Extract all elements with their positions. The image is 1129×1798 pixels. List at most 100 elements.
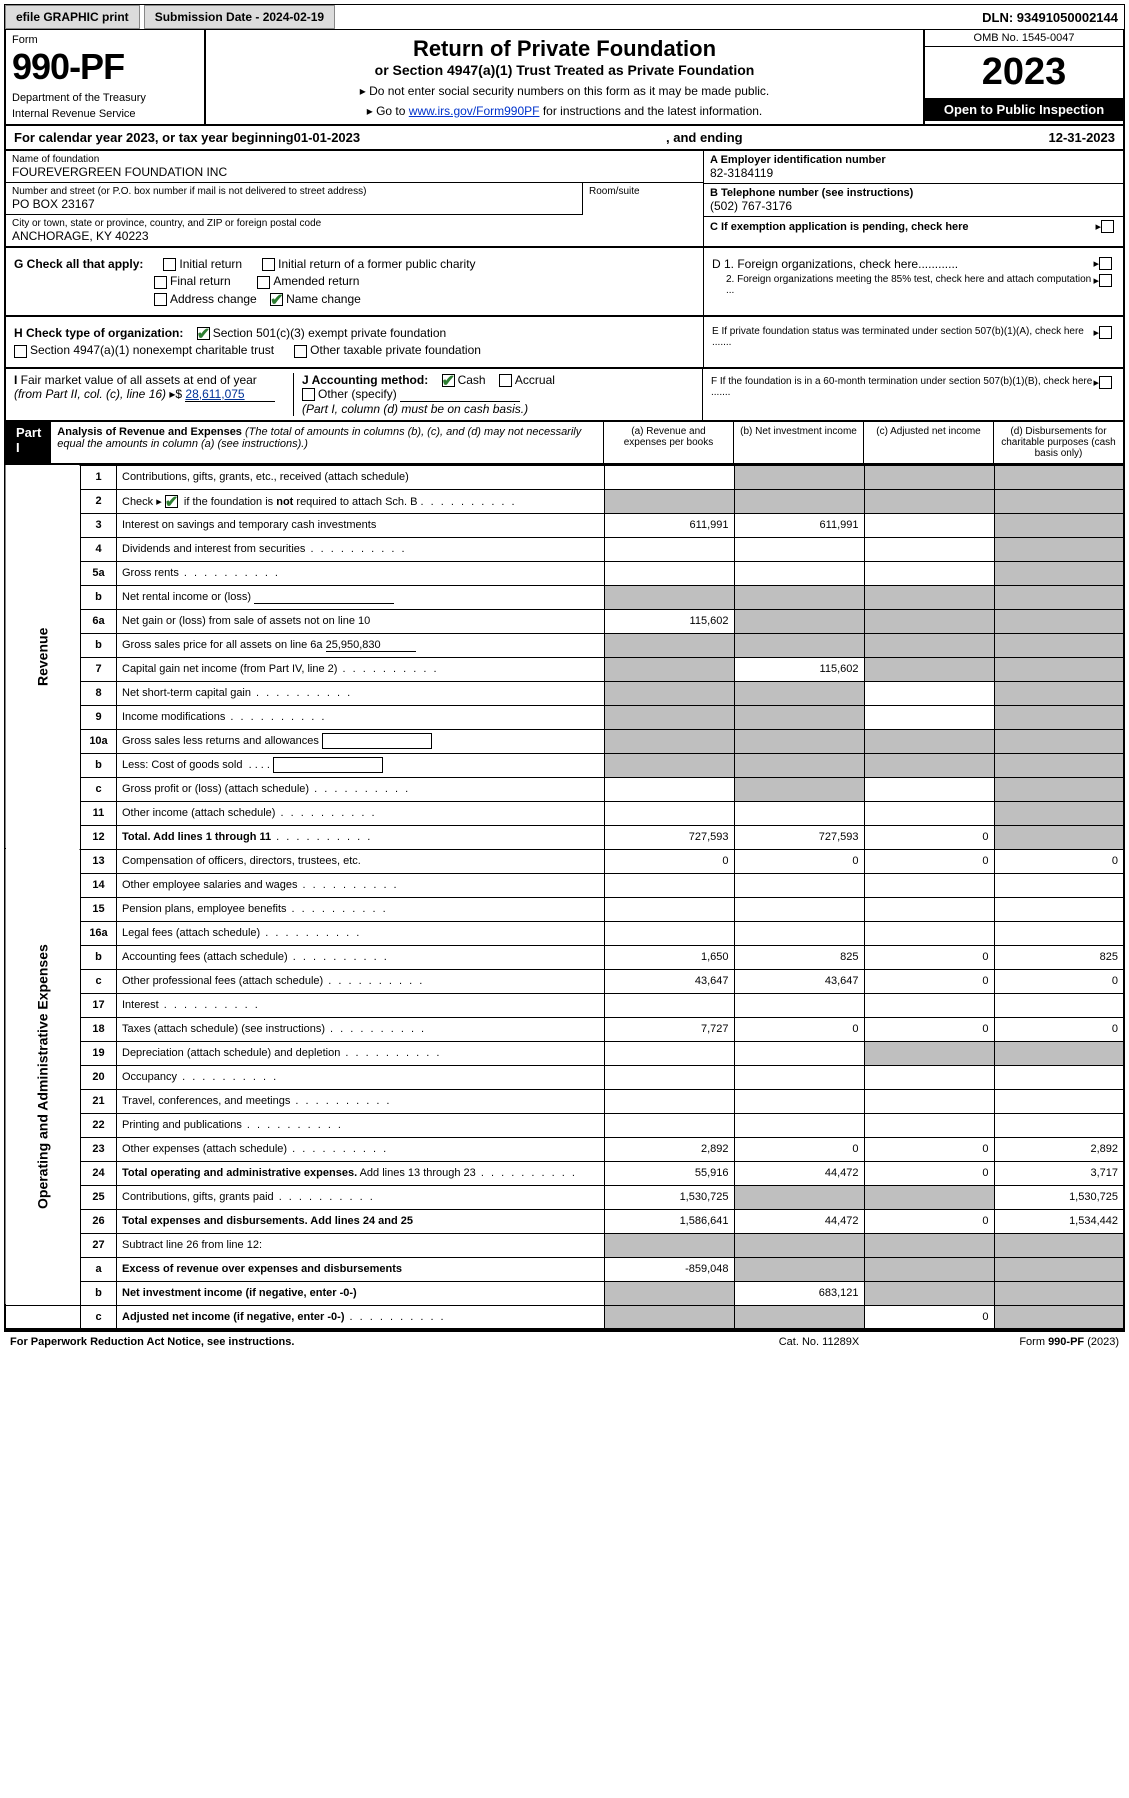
line-24-desc: Total operating and administrative expen… xyxy=(117,1161,605,1185)
form-title: Return of Private Foundation xyxy=(216,36,913,62)
j-accrual-checkbox[interactable] xyxy=(499,374,512,387)
line-13-a: 0 xyxy=(604,849,734,873)
part-1-header-row: Part I Analysis of Revenue and Expenses … xyxy=(4,422,1125,465)
line-5a-desc: Gross rents xyxy=(117,561,605,585)
expenses-side-label: Operating and Administrative Expenses xyxy=(5,849,81,1305)
dept-line2: Internal Revenue Service xyxy=(12,108,198,120)
d1-checkbox[interactable] xyxy=(1099,257,1112,270)
line-7-b: 115,602 xyxy=(734,657,864,681)
efile-print-button[interactable]: efile GRAPHIC print xyxy=(5,5,140,29)
form-subtitle: or Section 4947(a)(1) Trust Treated as P… xyxy=(216,62,913,78)
line-12-c: 0 xyxy=(864,825,994,849)
line-16c-a: 43,647 xyxy=(604,969,734,993)
line-13-b: 0 xyxy=(734,849,864,873)
line-16b-desc: Accounting fees (attach schedule) xyxy=(117,945,605,969)
h-4947-checkbox[interactable] xyxy=(14,345,27,358)
d1-label: D 1. Foreign organizations, check here..… xyxy=(712,257,1093,271)
section-i-j-f: I Fair market value of all assets at end… xyxy=(4,369,1125,422)
part-1-badge: Part I xyxy=(6,422,51,463)
line-18-b: 0 xyxy=(734,1017,864,1041)
dept-line1: Department of the Treasury xyxy=(12,92,198,104)
page-footer: For Paperwork Reduction Act Notice, see … xyxy=(4,1330,1125,1352)
j-note: (Part I, column (d) must be on cash basi… xyxy=(302,402,528,416)
submission-date: Submission Date - 2024-02-19 xyxy=(144,5,335,29)
name-change-label: Name change xyxy=(286,292,361,306)
sch-b-checkbox[interactable] xyxy=(165,495,178,508)
line-12-desc: Total. Add lines 1 through 11 xyxy=(117,825,605,849)
fmv-link[interactable]: 28,611,075 xyxy=(185,387,244,401)
initial-return-checkbox[interactable] xyxy=(163,258,176,271)
d2-checkbox[interactable] xyxy=(1099,274,1112,287)
line-4-desc: Dividends and interest from securities xyxy=(117,537,605,561)
city-label: City or town, state or province, country… xyxy=(12,218,697,229)
cal-label-b: , and ending xyxy=(360,130,1048,145)
line-23-a: 2,892 xyxy=(604,1137,734,1161)
line-6a-a: 115,602 xyxy=(604,609,734,633)
form-header: Form 990-PF Department of the Treasury I… xyxy=(4,30,1125,126)
line-18-desc: Taxes (attach schedule) (see instruction… xyxy=(117,1017,605,1041)
h-501c3-checkbox[interactable] xyxy=(197,327,210,340)
line-16c-b: 43,647 xyxy=(734,969,864,993)
tax-year-end: 12-31-2023 xyxy=(1049,130,1116,145)
line-11-desc: Other income (attach schedule) xyxy=(117,801,605,825)
form-number: 990-PF xyxy=(12,46,198,88)
line-3-a: 611,991 xyxy=(604,513,734,537)
line-27b-b: 683,121 xyxy=(734,1281,864,1305)
j-cash-checkbox[interactable] xyxy=(442,374,455,387)
line-18-a: 7,727 xyxy=(604,1017,734,1041)
address-change-checkbox[interactable] xyxy=(154,293,167,306)
g-label: G Check all that apply: xyxy=(14,257,143,271)
line-23-desc: Other expenses (attach schedule) xyxy=(117,1137,605,1161)
street-val: PO BOX 23167 xyxy=(12,197,576,211)
note-ssn: ▸ Do not enter social security numbers o… xyxy=(216,84,913,98)
phone-label: B Telephone number (see instructions) xyxy=(710,187,1117,199)
calendar-year-row: For calendar year 2023, or tax year begi… xyxy=(4,126,1125,151)
line-14-desc: Other employee salaries and wages xyxy=(117,873,605,897)
address-block: Name of foundation FOUREVERGREEN FOUNDAT… xyxy=(4,151,1125,248)
line-16c-c: 0 xyxy=(864,969,994,993)
exempt-pending-checkbox[interactable] xyxy=(1101,220,1114,233)
line-10b-desc: Less: Cost of goods sold . . . . xyxy=(117,753,605,777)
line-27a-a: -859,048 xyxy=(604,1257,734,1281)
note-goto-pre: ▸ Go to xyxy=(367,104,409,118)
section-h-e: H Check type of organization: Section 50… xyxy=(4,317,1125,369)
line-18-c: 0 xyxy=(864,1017,994,1041)
initial-former-checkbox[interactable] xyxy=(262,258,275,271)
line-3-desc: Interest on savings and temporary cash i… xyxy=(117,513,605,537)
j-other-checkbox[interactable] xyxy=(302,388,315,401)
line-27b-desc: Net investment income (if negative, ente… xyxy=(117,1281,605,1305)
exempt-pending-label: C If exemption application is pending, c… xyxy=(710,221,1095,233)
f-checkbox[interactable] xyxy=(1099,376,1112,389)
top-bar: efile GRAPHIC print Submission Date - 20… xyxy=(4,4,1125,30)
line-24-d: 3,717 xyxy=(994,1161,1124,1185)
initial-return-label: Initial return xyxy=(179,257,242,271)
final-return-label: Final return xyxy=(170,274,231,288)
line-25-a: 1,530,725 xyxy=(604,1185,734,1209)
h-other-label: Other taxable private foundation xyxy=(310,343,481,357)
amended-return-label: Amended return xyxy=(273,274,359,288)
h-other-checkbox[interactable] xyxy=(294,345,307,358)
line-26-d: 1,534,442 xyxy=(994,1209,1124,1233)
e-checkbox[interactable] xyxy=(1099,326,1112,339)
ein-label: A Employer identification number xyxy=(710,154,1117,166)
line-24-c: 0 xyxy=(864,1161,994,1185)
line-16b-b: 825 xyxy=(734,945,864,969)
form-link[interactable]: www.irs.gov/Form990PF xyxy=(409,104,540,118)
line-1-desc: Contributions, gifts, grants, etc., rece… xyxy=(117,465,605,489)
final-return-checkbox[interactable] xyxy=(154,276,167,289)
f-label: F If the foundation is in a 60-month ter… xyxy=(711,376,1093,398)
line-16a-desc: Legal fees (attach schedule) xyxy=(117,921,605,945)
line-9-desc: Income modifications xyxy=(117,705,605,729)
name-change-checkbox[interactable] xyxy=(270,293,283,306)
tax-year: 2023 xyxy=(925,47,1123,98)
line-23-c: 0 xyxy=(864,1137,994,1161)
line-15-desc: Pension plans, employee benefits xyxy=(117,897,605,921)
phone-val: (502) 767-3176 xyxy=(710,199,1117,213)
amended-return-checkbox[interactable] xyxy=(257,276,270,289)
dln-label: DLN: 93491050002144 xyxy=(982,10,1124,25)
open-inspection: Open to Public Inspection xyxy=(925,98,1123,121)
line-13-c: 0 xyxy=(864,849,994,873)
j-accrual-label: Accrual xyxy=(515,373,555,387)
line-23-b: 0 xyxy=(734,1137,864,1161)
footer-cat: Cat. No. 11289X xyxy=(719,1336,919,1348)
